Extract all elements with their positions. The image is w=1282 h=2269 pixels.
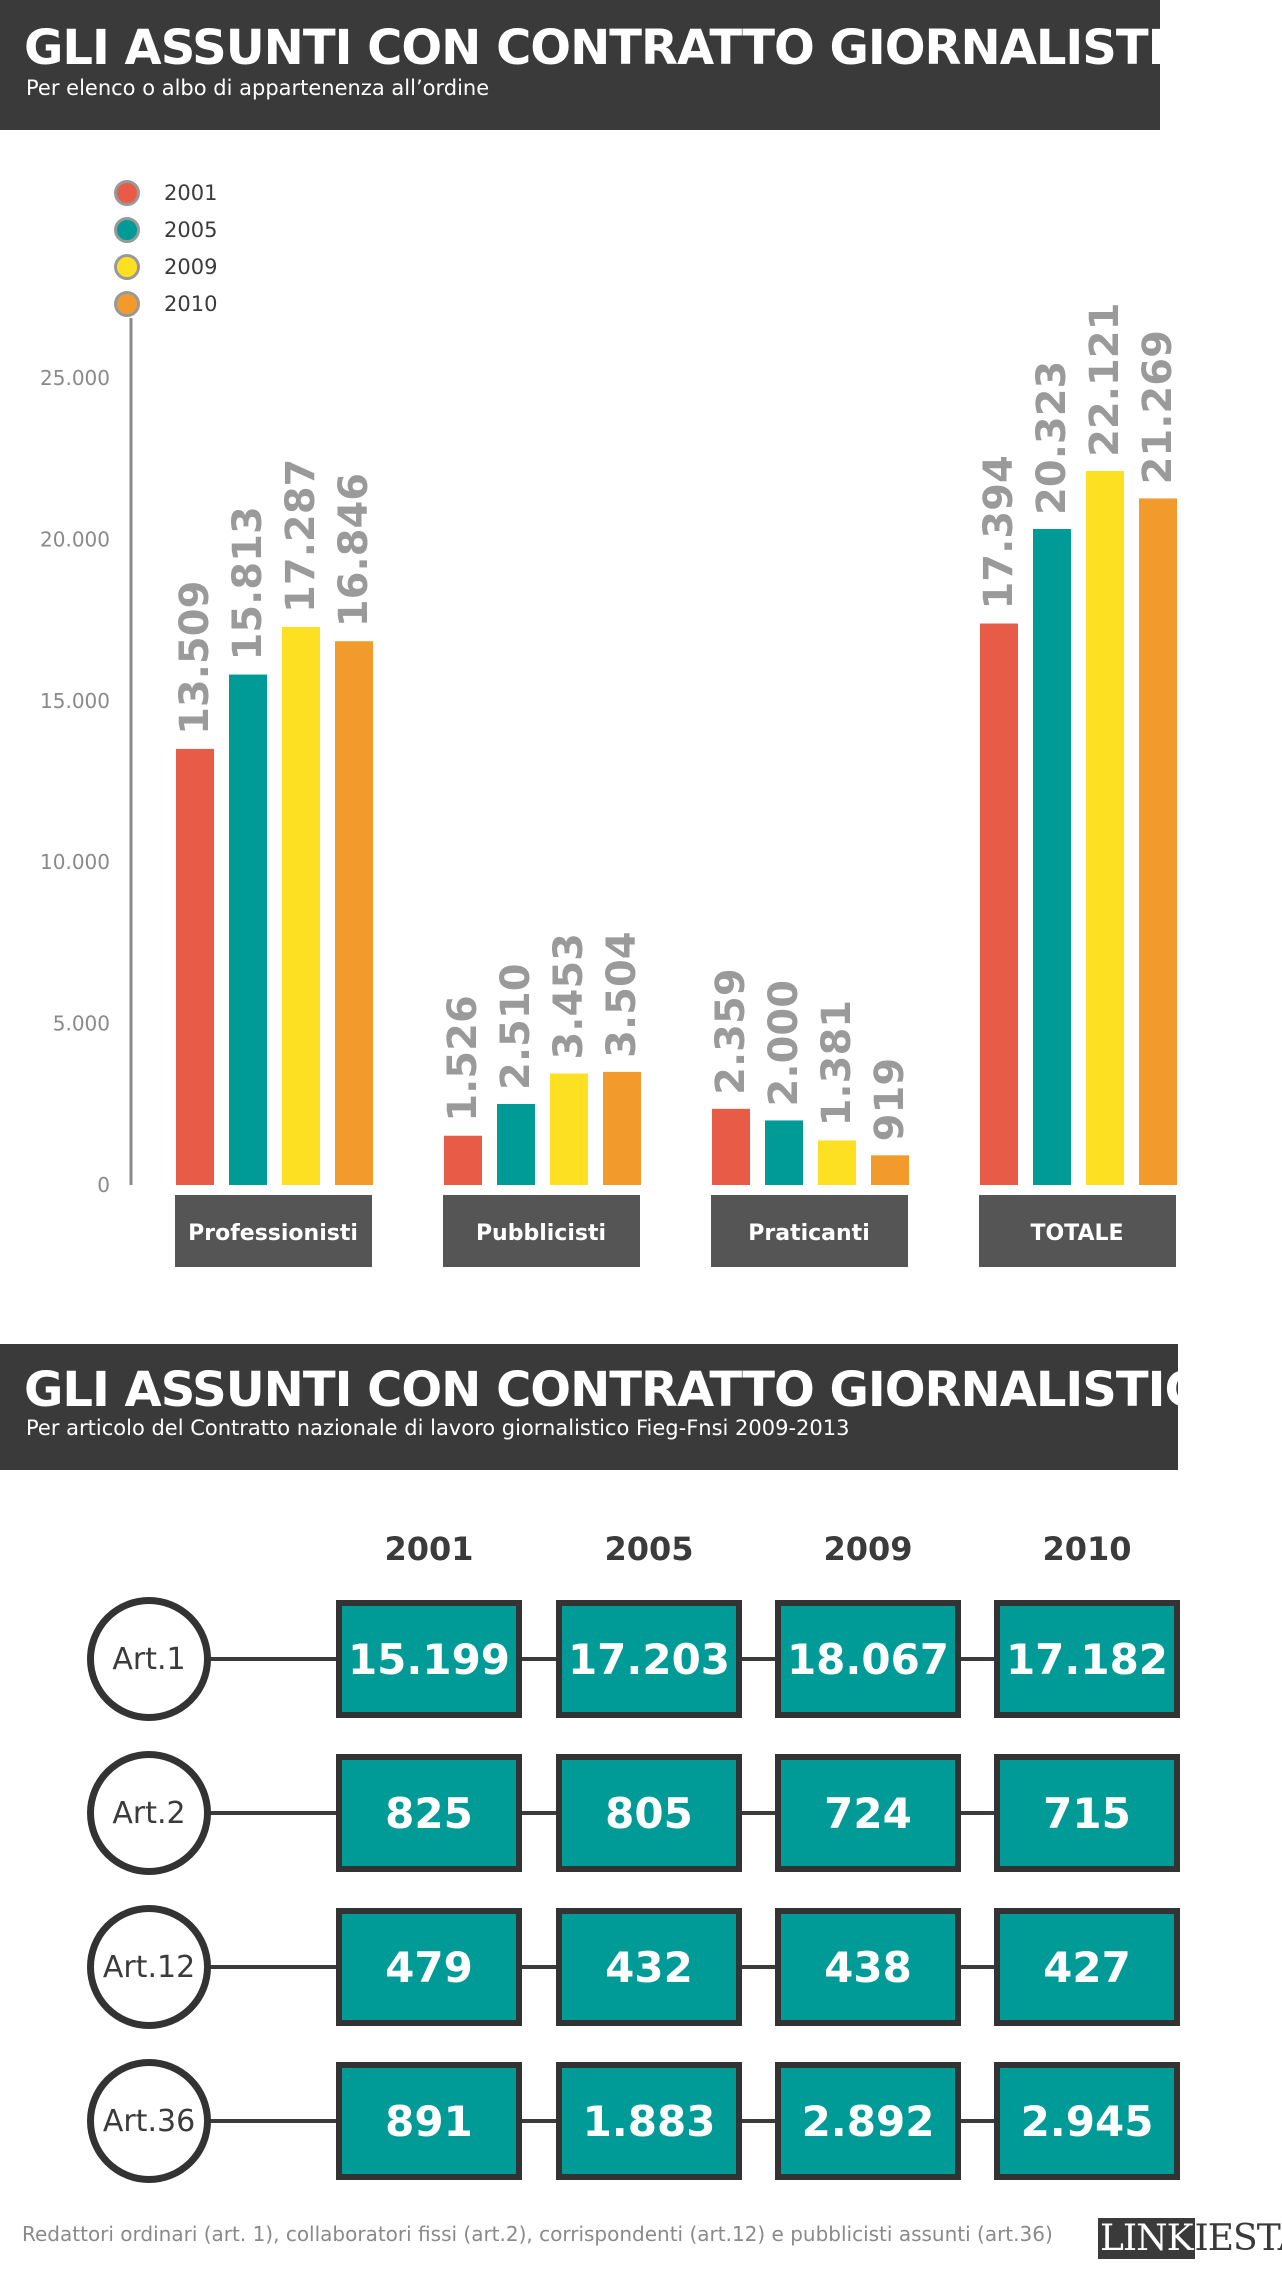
category-box [979, 1195, 1176, 1267]
legend-swatch [114, 180, 140, 206]
bar-value-label: 2.000 [761, 980, 807, 1107]
y-tick-label: 15.000 [40, 689, 110, 713]
table-cell: 724 [775, 1754, 961, 1872]
legend-label: 2009 [164, 255, 218, 279]
legend-item-2001: 2001 [114, 176, 217, 210]
bar-pubblicisti-2001 [444, 1135, 482, 1185]
y-tick-label: 0 [97, 1173, 110, 1197]
chart-header-banner: GLI ASSUNTI CON CONTRATTO GIORNALISTICO … [0, 0, 1239, 130]
bar-value-label: 15.813 [225, 506, 271, 660]
bar-pubblicisti-2005 [497, 1103, 535, 1185]
y-tick-label: 5.000 [53, 1012, 110, 1036]
bar-pubblicisti-2009 [550, 1073, 588, 1185]
column-header-2005: 2005 [604, 1530, 694, 1568]
table-cell: 1.883 [556, 2062, 742, 2180]
category-labels: Professionisti Pubblicisti Praticanti TOTAL… [175, 1195, 1176, 1267]
legend-label: 2001 [164, 181, 218, 205]
bar-professionisti-2010 [335, 641, 373, 1185]
table-cell: 17.182 [994, 1600, 1180, 1718]
y-tick-label: 10.000 [40, 850, 110, 874]
legend-item-2009: 2009 [114, 250, 217, 284]
bar-totale-2001 [980, 623, 1018, 1185]
table-cell: 891 [336, 2062, 522, 2180]
bar-professionisti-2001 [176, 748, 214, 1185]
table-cell: 15.199 [336, 1600, 522, 1718]
logo-part1: LINK [1098, 2218, 1195, 2259]
y-axis-ticks: 0 5.000 10.000 15.000 20.000 25.000 [40, 366, 110, 1197]
table-cell: 432 [556, 1908, 742, 2026]
row-label-art36: Art.36 [87, 2059, 211, 2183]
bar-professionisti-2005 [229, 674, 267, 1185]
legend-swatch [114, 254, 140, 280]
legend-swatch [114, 291, 140, 317]
bar-value-label: 13.509 [172, 581, 218, 735]
table-title: GLI ASSUNTI CON CONTRATTO GIORNALISTICO [24, 1362, 1239, 1418]
bar-value-label: 3.504 [599, 931, 645, 1058]
bar-value-label: 17.287 [278, 459, 324, 613]
bar-value-label: 21.269 [1135, 330, 1181, 484]
column-header-2009: 2009 [823, 1530, 913, 1568]
row-label-art1: Art.1 [87, 1597, 211, 1721]
table-cell: 2.892 [775, 2062, 961, 2180]
table-cell: 715 [994, 1754, 1180, 1872]
category-label: Pubblicisti [476, 1221, 606, 1246]
bar-value-label: 2.359 [708, 968, 754, 1095]
column-header-2010: 2010 [1042, 1530, 1132, 1568]
bar-value-label: 16.846 [331, 473, 377, 627]
category-box [711, 1195, 908, 1267]
bar-praticanti-2001 [712, 1108, 750, 1185]
bar-value-label: 20.323 [1029, 361, 1075, 515]
bar-value-label: 1.381 [814, 1000, 860, 1127]
table-cell: 438 [775, 1908, 961, 2026]
chart-subtitle: Per elenco o albo di appartenenza all’or… [26, 76, 490, 100]
chart-title: GLI ASSUNTI CON CONTRATTO GIORNALISTICO [24, 20, 1239, 76]
legend-item-2005: 2005 [114, 213, 217, 247]
bar-praticanti-2010 [871, 1155, 909, 1185]
legend-label: 2005 [164, 218, 218, 242]
row-label-art12: Art.12 [87, 1905, 211, 2029]
category-label: TOTALE [1030, 1221, 1123, 1246]
table-cell: 2.945 [994, 2062, 1180, 2180]
y-tick-label: 20.000 [40, 527, 110, 551]
table-subtitle: Per articolo del Contratto nazionale di … [26, 1416, 850, 1440]
table-cell: 17.203 [556, 1600, 742, 1718]
bar-totale-2005 [1033, 528, 1071, 1185]
table-cell: 825 [336, 1754, 522, 1872]
bar-value-label: 1.526 [440, 995, 486, 1122]
bar-value-label: 17.394 [976, 455, 1022, 609]
row-label-art2: Art.2 [87, 1751, 211, 1875]
bar-chart: 0 5.000 10.000 15.000 20.000 25.000 13.509 15.… [40, 303, 1181, 1267]
table-header-banner: GLI ASSUNTI CON CONTRATTO GIORNALISTICO … [0, 1344, 1239, 1470]
category-box [175, 1195, 372, 1267]
y-tick-label: 25.000 [40, 366, 110, 390]
bar-totale-2010 [1139, 498, 1177, 1186]
bar-value-label: 2.510 [493, 963, 539, 1090]
bar-value-label: 22.121 [1082, 303, 1128, 457]
legend-label: 2010 [164, 292, 218, 316]
bar-praticanti-2005 [765, 1120, 803, 1185]
table-cell: 18.067 [775, 1600, 961, 1718]
bars [176, 470, 1177, 1186]
category-label: Praticanti [748, 1221, 869, 1246]
legend-swatch [114, 217, 140, 243]
bar-praticanti-2009 [818, 1140, 856, 1185]
category-label: Professionisti [188, 1221, 358, 1246]
footnote: Redattori ordinari (art. 1), collaborato… [22, 2222, 1053, 2246]
bar-value-label: 919 [867, 1058, 913, 1142]
column-header-2001: 2001 [384, 1530, 474, 1568]
table-cell: 805 [556, 1754, 742, 1872]
bar-pubblicisti-2010 [603, 1071, 641, 1185]
bar-totale-2009 [1086, 470, 1124, 1186]
category-box [443, 1195, 640, 1267]
table-cell: 427 [994, 1908, 1180, 2026]
bar-value-labels: 13.509 15.813 17.287 16.846 1.526 2.510 3.453 3… [172, 303, 1181, 1142]
bar-professionisti-2009 [282, 626, 320, 1185]
legend-item-2010: 2010 [114, 287, 217, 321]
bar-value-label: 3.453 [546, 933, 592, 1060]
linkiesta-logo: LINKIESTA [1098, 2218, 1282, 2259]
logo-part2: IESTA [1194, 2218, 1282, 2259]
table-cell: 479 [336, 1908, 522, 2026]
